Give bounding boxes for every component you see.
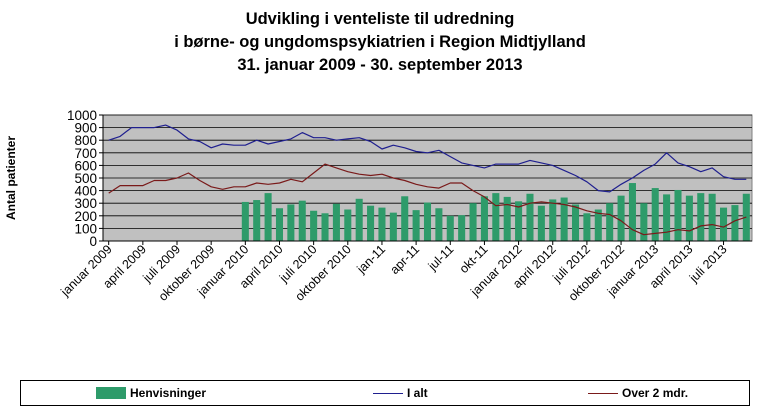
bar: [435, 208, 443, 241]
bar: [332, 203, 340, 241]
y-axis-label: Antal patienter: [4, 136, 18, 220]
bar: [537, 205, 545, 241]
y-tick-label: 1000: [67, 108, 97, 123]
x-tick-label: juli 2013: [686, 242, 730, 286]
bar: [697, 193, 705, 241]
chart-title: Udvikling i venteliste til udredning i b…: [60, 8, 700, 77]
bar: [469, 203, 477, 241]
bar: [594, 209, 602, 241]
bar: [628, 183, 636, 241]
x-tick-label: januar 2009: [58, 242, 115, 299]
bar: [503, 196, 511, 241]
legend-line-swatch-over-2: [588, 392, 618, 394]
chart-canvas: Antal patienter 010020030040050060070080…: [4, 108, 753, 304]
bar: [720, 207, 728, 241]
bar: [583, 213, 591, 241]
bar: [492, 193, 500, 241]
legend-item-henvisninger: Henvisninger: [96, 386, 206, 400]
legend-item-over-2-mdr: Over 2 mdr.: [588, 386, 688, 400]
bar: [241, 201, 249, 241]
legend-label-i-alt: I alt: [407, 386, 428, 400]
chart-title-line-3: 31. januar 2009 - 30. september 2013: [237, 56, 523, 74]
bar: [253, 200, 261, 241]
x-tick-label: jan-11: [354, 242, 389, 277]
bar: [480, 196, 488, 241]
bar: [287, 204, 295, 241]
y-tick-label: 900: [74, 121, 97, 136]
chart-title-line-1: Udvikling i venteliste til udredning: [245, 10, 515, 28]
bar: [367, 205, 375, 241]
legend-label-over-2-mdr: Over 2 mdr.: [622, 386, 689, 400]
legend-label-henvisninger: Henvisninger: [130, 386, 207, 400]
bar: [423, 202, 432, 241]
y-tick-label: 400: [74, 184, 97, 199]
bar: [264, 193, 272, 241]
y-tick-label: 500: [74, 171, 97, 186]
bar: [310, 210, 318, 241]
legend-bar-swatch: [96, 387, 126, 399]
y-tick-label: 800: [74, 133, 97, 148]
bar: [321, 213, 329, 241]
legend-line-swatch-i-alt: [373, 392, 403, 394]
bar: [526, 193, 534, 241]
bar: [446, 215, 454, 241]
bar: [674, 189, 682, 241]
y-tick-label: 300: [74, 196, 97, 211]
bar: [412, 210, 420, 241]
bar: [549, 199, 557, 241]
series-line: [108, 163, 747, 236]
x-tick-label: apr-11: [387, 242, 422, 277]
bar: [378, 207, 386, 241]
y-tick-label: 100: [74, 221, 97, 236]
bar: [708, 193, 716, 241]
y-tick-label: 700: [74, 146, 97, 161]
bar: [685, 195, 693, 241]
bar: [663, 194, 671, 241]
bar: [275, 208, 284, 241]
bar: [515, 201, 523, 241]
x-tick-label: jul-11: [425, 242, 457, 274]
bar: [571, 204, 580, 241]
y-tick-label: 0: [89, 234, 97, 249]
bar: [401, 196, 409, 241]
bar: [560, 197, 568, 241]
bar: [651, 188, 659, 241]
bar: [298, 200, 306, 241]
y-tick-label: 600: [74, 158, 97, 173]
y-tick-label: 200: [74, 209, 97, 224]
series-line: [108, 124, 747, 193]
legend-item-i-alt: I alt: [373, 386, 428, 400]
bar: [731, 205, 739, 241]
bar: [355, 198, 363, 241]
bar: [640, 203, 648, 241]
bar: [458, 215, 466, 241]
bar: [617, 195, 625, 241]
bar: [606, 203, 614, 241]
legend: Henvisninger I alt Over 2 mdr.: [20, 380, 750, 406]
bar: [389, 212, 397, 241]
chart-title-line-2: i børne- og ungdomspsykiatrien i Region …: [174, 33, 586, 51]
bar: [344, 209, 352, 241]
